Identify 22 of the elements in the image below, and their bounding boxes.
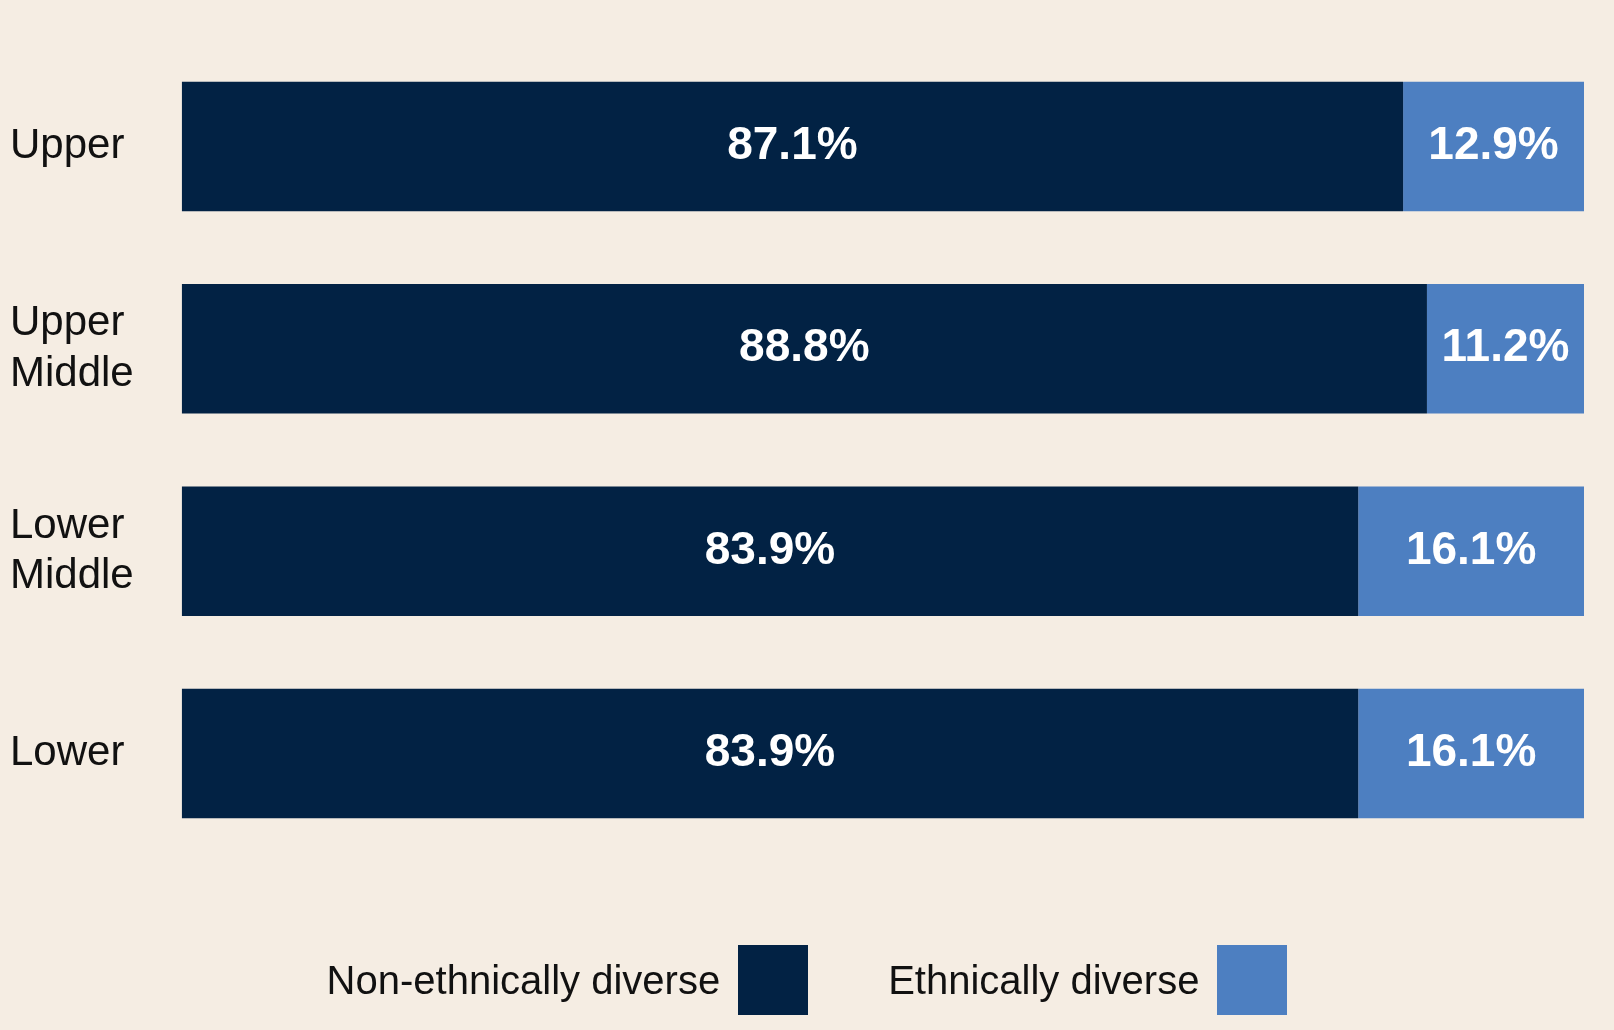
- bar: [1358, 688, 1584, 819]
- bar: [181, 284, 1427, 414]
- y-tick-label: Lower: [10, 727, 125, 775]
- bar: [181, 486, 1359, 616]
- bar: [181, 81, 1404, 212]
- bar: [181, 688, 1359, 819]
- data-label: 83.9%: [704, 724, 836, 777]
- y-tick-label: Lower Middle: [10, 499, 134, 597]
- bar: [1403, 81, 1584, 212]
- bar: [1426, 284, 1584, 414]
- data-label: 16.1%: [1405, 724, 1537, 777]
- y-tick-label: Upper: [10, 119, 125, 167]
- data-label: 88.8%: [739, 319, 870, 372]
- data-label: 11.2%: [1441, 319, 1570, 372]
- data-label: 87.1%: [727, 117, 858, 170]
- y-tick-label: Upper Middle: [10, 297, 134, 395]
- data-label: 83.9%: [704, 521, 836, 574]
- legend-label: Ethnically diverse: [888, 957, 1200, 1003]
- data-label: 12.9%: [1428, 117, 1559, 170]
- data-label: 16.1%: [1405, 521, 1537, 574]
- legend-label: Non-ethnically diverse: [326, 957, 721, 1003]
- bar: [1358, 486, 1584, 616]
